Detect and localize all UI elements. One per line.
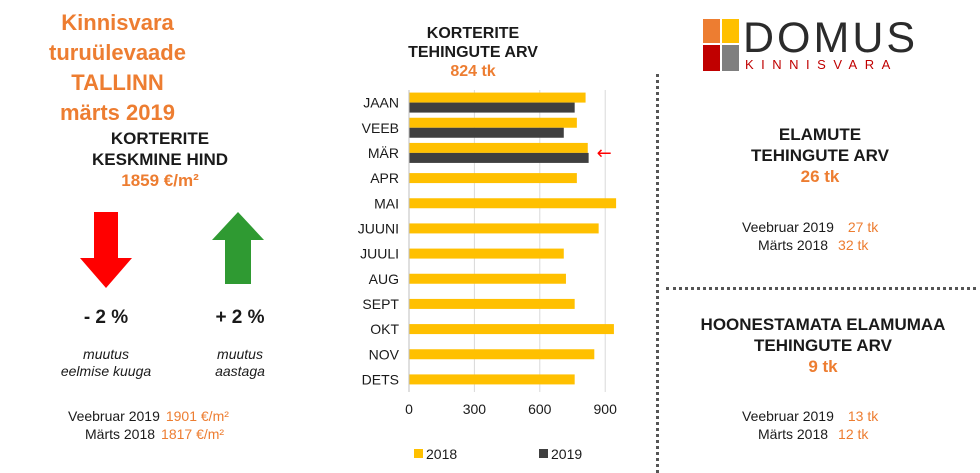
legend-label-2018: 2018 [426, 446, 458, 462]
category-label: JUUNI [358, 220, 399, 236]
bar-2018 [409, 117, 577, 128]
chart-title-value: 824 tk [450, 63, 496, 80]
yearly-caption-2: aastaga [215, 363, 265, 379]
land-prev-year-value: 12 tk [838, 426, 869, 442]
bar-2018 [409, 324, 614, 335]
category-label: SEPT [362, 296, 399, 312]
x-tick-label: 900 [594, 401, 618, 417]
title-line-3: märts 2019 [60, 100, 175, 125]
land-prev-month-label: Veebruar 2019 [742, 408, 834, 424]
houses-comparison: Veebruar 2019 27 tk Märts 2018 32 tk [700, 218, 940, 254]
monthly-caption-1: muutus [83, 346, 129, 362]
bar-2019 [409, 127, 564, 138]
bar-2018 [409, 173, 577, 184]
bar-2018 [409, 349, 595, 360]
category-label: OKT [370, 321, 399, 337]
prev-month-label: Veebruar 2019 [68, 408, 160, 424]
avg-price-block: KORTERITE KESKMINE HIND 1859 €/m² [60, 128, 260, 191]
avg-price-comparison: Veebruar 2019 1901 €/m² Märts 2018 1817 €/… [40, 407, 290, 443]
category-label: MÄR [368, 145, 399, 161]
houses-prev-month-value: 27 tk [847, 219, 879, 235]
horizontal-divider [666, 287, 976, 290]
domus-logo-icon [703, 19, 739, 71]
prev-month-value: 1901 €/m² [165, 408, 229, 424]
prev-year-value: 1817 €/m² [161, 426, 225, 442]
title-line-2: TALLINN [71, 70, 164, 95]
monthly-change: - 2 % [83, 307, 129, 328]
category-label: DETS [362, 371, 399, 387]
bar-2019 [409, 152, 589, 163]
x-tick-label: 300 [463, 401, 487, 417]
legend-2019: 2019 [539, 446, 582, 462]
page-title: Kinnisvara turuülevaade TALLINN märts 20… [0, 8, 235, 128]
category-label: VEEB [362, 120, 399, 136]
bar-2018 [409, 273, 566, 284]
yearly-caption: muutus aastaga [190, 346, 290, 380]
land-prev-year-label: Märts 2018 [758, 426, 829, 442]
bar-chart: JAAN VEEB MÄR ← APR MAI JUUNI JUULI AUG SEPT OKT NO… [358, 90, 618, 417]
legend-2018: 2018 [414, 446, 457, 462]
land-label-1: HOONESTAMATA ELAMUMAA [700, 315, 946, 334]
category-label: JAAN [363, 95, 399, 111]
houses-label-2: TEHINGUTE ARV [751, 146, 889, 165]
vertical-divider [656, 74, 659, 473]
down-arrow-icon [80, 212, 132, 288]
category-label: JUULI [360, 246, 399, 262]
yearly-caption-1: muutus [217, 346, 263, 362]
land-comparison: Veebruar 2019 13 tk Märts 2018 12 tk [700, 407, 940, 443]
avg-price-value: 1859 €/m² [121, 171, 199, 190]
x-tick-label: 600 [528, 401, 552, 417]
category-label: MAI [374, 195, 399, 211]
land-label-2: TEHINGUTE ARV [754, 336, 892, 355]
bar-2018 [409, 142, 588, 153]
monthly-caption-2: eelmise kuuga [60, 363, 152, 379]
bar-2018 [409, 248, 564, 259]
avg-price-label-1: KORTERITE [110, 129, 210, 148]
logo-wordmark: DOMUS [743, 14, 919, 62]
land-block: HOONESTAMATA ELAMUMAA TEHINGUTE ARV 9 tk [670, 314, 976, 377]
bar-2018 [409, 223, 599, 234]
houses-prev-year-label: Märts 2018 [758, 237, 829, 253]
bar-2018 [409, 92, 586, 103]
chart-title-line-2: TEHINGUTE ARV [408, 44, 538, 61]
yearly-change: + 2 % [215, 307, 265, 328]
bar-2018 [409, 374, 575, 385]
legend-swatch-2018 [414, 449, 423, 458]
x-tick-label: 0 [405, 401, 413, 417]
category-label: NOV [369, 346, 400, 362]
category-label: APR [370, 170, 399, 186]
houses-block: ELAMUTE TEHINGUTE ARV 26 tk [700, 124, 940, 187]
houses-label-1: ELAMUTE [778, 125, 862, 144]
category-label: AUG [369, 271, 399, 287]
houses-prev-month-label: Veebruar 2019 [742, 219, 834, 235]
bar-2018 [409, 198, 617, 209]
legend-swatch-2019 [539, 449, 548, 458]
chart-title: KORTERITE TEHINGUTE ARV 824 tk [400, 24, 546, 81]
land-value: 9 tk [808, 357, 838, 376]
houses-value: 26 tk [800, 167, 840, 186]
houses-prev-year-value: 32 tk [838, 237, 869, 253]
prev-year-label: Märts 2018 [85, 426, 156, 442]
title-line-1: Kinnisvara turuülevaade [49, 10, 186, 65]
bar-2019 [409, 102, 575, 113]
monthly-caption: muutus eelmise kuuga [46, 346, 166, 380]
avg-price-label-2: KESKMINE HIND [91, 150, 228, 169]
bar-2018 [409, 298, 575, 309]
chart-title-line-1: KORTERITE [426, 25, 520, 42]
land-prev-month-value: 13 tk [847, 408, 879, 424]
logo-subtitle: KINNISVARA [745, 57, 898, 72]
legend-label-2019: 2019 [551, 446, 583, 462]
up-arrow-icon [212, 212, 264, 284]
annotation-arrow-icon: ← [597, 143, 612, 164]
